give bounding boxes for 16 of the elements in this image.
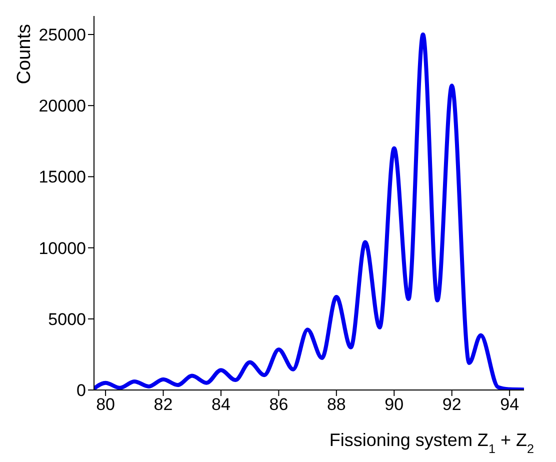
y-axis-title: Counts (14, 24, 35, 84)
y-tick-label: 0 (76, 381, 86, 400)
x-tick-label: 86 (269, 395, 288, 414)
y-tick-label: 5000 (48, 310, 86, 329)
x-axis-title: Fissioning system Z$_{1}$ + Z$_{2}$ (329, 430, 534, 456)
x-tick-label: 94 (500, 395, 520, 414)
x-tick-label: 92 (442, 395, 462, 414)
y-tick-label: 15000 (38, 168, 86, 187)
x-tick-label: 90 (384, 395, 404, 414)
x-tick-label: 84 (212, 395, 230, 414)
y-tick-label: 10000 (38, 238, 86, 258)
y-tick-label: 25000 (38, 26, 86, 45)
x-tick-label: 88 (326, 395, 346, 414)
x-tick-label: 82 (154, 395, 173, 414)
x-tick-label: 80 (96, 395, 116, 414)
y-tick-label: 20000 (38, 96, 86, 116)
